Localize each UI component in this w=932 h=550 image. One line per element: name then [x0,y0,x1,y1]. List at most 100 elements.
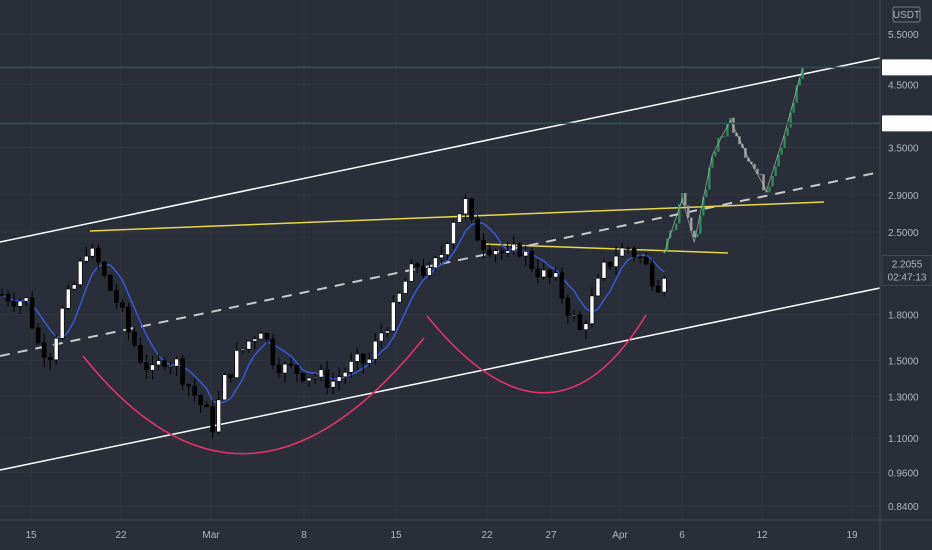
projection-candle [771,176,774,187]
projection-candle [750,161,753,164]
projection-candle [747,157,750,162]
candle-body [541,269,547,278]
x-tick-label: 22 [481,530,493,541]
candle-body [469,198,474,220]
projection-path-line [663,67,804,254]
candle-body [11,300,17,307]
projection-candle [759,174,762,176]
y-tick-label: 1.8000 [888,311,919,322]
candle-body [589,295,595,325]
candle-body [47,357,53,361]
projection-candle [777,154,780,167]
candle-body [565,297,571,316]
candle-body [397,292,402,303]
candle-body [643,256,649,265]
candle-body [300,373,306,382]
y-tick-label: 2.5000 [888,228,919,239]
candle-body [174,358,179,367]
candle-body [240,348,246,351]
candle-body [547,269,553,278]
projection-candle [789,112,792,128]
time-axis[interactable]: 15 22 Mar 8 15 22 27 Apr 6 12 19 [0,519,932,541]
annotation-layer [0,57,881,471]
candle-body [409,263,414,282]
x-tick-label: 15 [390,530,402,541]
candle-body [65,288,71,309]
channel-mid-line [0,171,881,357]
y-tick-label: 0.9600 [888,468,919,479]
projection-candle [732,117,735,133]
candle-body [330,380,336,388]
candle-body [360,353,366,364]
projection-candle [711,156,714,168]
y-tick-label: 0.8400 [888,502,919,513]
candle-body [138,345,143,363]
candle-body [234,350,240,378]
projection-candle [675,223,678,231]
candle-body [132,331,137,346]
projection-candle [795,85,798,103]
candle-body [601,261,607,279]
x-tick-label: Mar [202,530,220,541]
channel-lower-line [0,287,881,471]
candle-body [210,406,215,433]
x-tick-label: 6 [679,530,685,541]
level-badge [882,59,932,76]
candle-body [318,369,324,378]
candle-body [372,340,378,360]
x-tick-label: 8 [301,530,307,541]
candle-body [71,284,77,290]
candle-body [150,364,155,371]
candle-body [457,213,462,223]
projection-candle [774,166,777,177]
candle-body [661,278,667,293]
candle-body [108,274,113,291]
candle-body [120,302,125,308]
candle-body [505,250,510,254]
candle-body [324,369,330,388]
candle-body [535,268,541,278]
projection-candle [672,230,675,232]
x-tick-label: Apr [612,530,628,541]
candle-body [523,251,529,257]
price-axis[interactable]: 6.50005.50004.50003.50002.90002.50001.80… [879,0,932,550]
projection-candle [714,151,717,157]
projection-candle [708,167,711,190]
candle-body [41,342,47,358]
y-tick-label: 1.1000 [888,434,919,445]
projection-candle [705,189,708,198]
candle-body [619,247,625,257]
candle-body [90,247,95,257]
candle-body [306,377,312,382]
candle-body [384,330,390,334]
projection-candle [684,192,687,206]
currency-label: USDT [893,10,920,21]
candle-body [180,358,185,385]
x-tick-label: 19 [846,530,858,541]
candle-body [390,301,396,332]
projection-candle [702,197,705,216]
candle-body [216,399,222,433]
candle-body [517,243,523,257]
candle-body [336,376,342,382]
currency-badge [892,6,921,23]
candle-body [53,337,59,361]
candle-body [5,294,11,302]
candle-body [114,290,119,304]
y-tick-label: 1.5000 [888,356,919,367]
candle-body [378,332,384,342]
rounding-arc-left [82,337,425,455]
candle-body [77,260,83,285]
candle-body [451,222,456,244]
projection-candle [780,147,783,155]
level-badge [882,115,932,132]
candle-body [637,256,643,259]
projection-candle [762,174,765,191]
candle-body [246,340,252,350]
channel-upper-line [0,57,881,243]
x-tick-label: 12 [756,530,768,541]
candle-body [228,374,234,378]
candle-body [445,243,450,255]
